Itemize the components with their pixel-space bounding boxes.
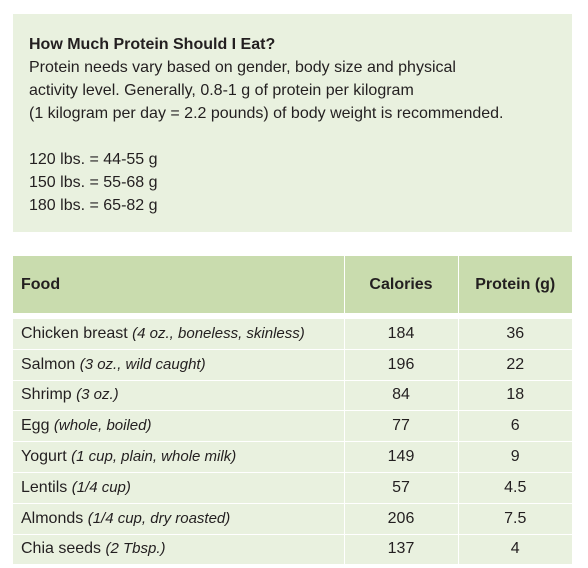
calories-cell: 184 [344, 319, 459, 350]
table-row: Chicken breast (4 oz., boneless, skinles… [13, 319, 572, 350]
food-name: Egg [21, 417, 50, 435]
table-body: Chicken breast (4 oz., boneless, skinles… [13, 319, 572, 566]
calories-cell: 137 [344, 534, 459, 566]
protein-cell: 4.5 [458, 472, 572, 504]
header-calories: Calories [344, 256, 459, 313]
table-row: Almonds (1/4 cup, dry roasted) 206 7.5 [13, 503, 572, 535]
food-cell: Chia seeds (2 Tbsp.) [13, 534, 345, 566]
protein-cell: 9 [458, 441, 572, 473]
table-row: Chia seeds (2 Tbsp.) 137 4 [13, 534, 572, 566]
table-row: Lentils (1/4 cup) 57 4.5 [13, 472, 572, 504]
weight-ranges: 120 lbs. = 44-55 g 150 lbs. = 55-68 g 18… [29, 148, 556, 217]
food-cell: Shrimp (3 oz.) [13, 380, 345, 412]
protein-cell: 7.5 [458, 503, 572, 535]
protein-cell: 18 [458, 380, 572, 412]
food-cell: Almonds (1/4 cup, dry roasted) [13, 503, 345, 535]
food-cell: Lentils (1/4 cup) [13, 472, 345, 504]
food-name: Lentils [21, 478, 68, 496]
table-row: Shrimp (3 oz.) 84 18 [13, 380, 572, 412]
weight-range-item: 120 lbs. = 44-55 g [29, 151, 158, 168]
food-name: Chicken breast [21, 324, 128, 342]
weight-range-item: 180 lbs. = 65-82 g [29, 197, 158, 214]
table-row: Yogurt (1 cup, plain, whole milk) 149 9 [13, 441, 572, 473]
food-name: Salmon [21, 355, 76, 373]
food-note: (2 Tbsp.) [105, 540, 166, 558]
food-name: Shrimp [21, 386, 72, 404]
protein-cell: 4 [458, 534, 572, 566]
calories-cell: 77 [344, 410, 459, 443]
food-name: Chia seeds [21, 540, 102, 558]
info-line: Protein needs vary based on gender, body… [29, 59, 456, 76]
protein-table: Food Calories Protein (g) Chicken breast… [13, 256, 572, 566]
food-note: (whole, boiled) [53, 417, 152, 435]
weight-range-item: 150 lbs. = 55-68 g [29, 174, 158, 191]
food-note: (3 oz., wild caught) [79, 355, 206, 373]
header-food: Food [13, 256, 345, 313]
info-line: (1 kilogram per day = 2.2 pounds) of bod… [29, 105, 504, 122]
protein-cell: 22 [458, 349, 572, 381]
food-note: (1 cup, plain, whole milk) [71, 448, 237, 466]
protein-cell: 6 [458, 410, 572, 443]
food-cell: Egg (whole, boiled) [13, 410, 345, 443]
food-note: (3 oz.) [76, 386, 119, 404]
protein-cell: 36 [458, 319, 572, 350]
info-paragraph: Protein needs vary based on gender, body… [29, 56, 556, 125]
table-row: Egg (whole, boiled) 77 6 [13, 410, 572, 443]
calories-cell: 149 [344, 441, 459, 473]
food-cell: Yogurt (1 cup, plain, whole milk) [13, 441, 345, 473]
calories-cell: 206 [344, 503, 459, 535]
calories-cell: 57 [344, 472, 459, 504]
food-cell: Salmon (3 oz., wild caught) [13, 349, 345, 381]
calories-cell: 196 [344, 349, 459, 381]
table-header: Food Calories Protein (g) [13, 256, 572, 313]
food-note: (1/4 cup, dry roasted) [87, 509, 231, 527]
header-protein: Protein (g) [458, 256, 572, 313]
calories-cell: 84 [344, 380, 459, 412]
info-line: activity level. Generally, 0.8-1 g of pr… [29, 82, 414, 99]
food-name: Yogurt [21, 448, 67, 466]
food-name: Almonds [21, 509, 84, 527]
food-cell: Chicken breast (4 oz., boneless, skinles… [13, 319, 345, 350]
protein-info-box: How Much Protein Should I Eat? Protein n… [13, 14, 572, 232]
food-note: (4 oz., boneless, skinless) [132, 324, 305, 342]
food-note: (1/4 cup) [71, 478, 131, 496]
table-row: Salmon (3 oz., wild caught) 196 22 [13, 349, 572, 381]
info-title: How Much Protein Should I Eat? [29, 36, 276, 53]
